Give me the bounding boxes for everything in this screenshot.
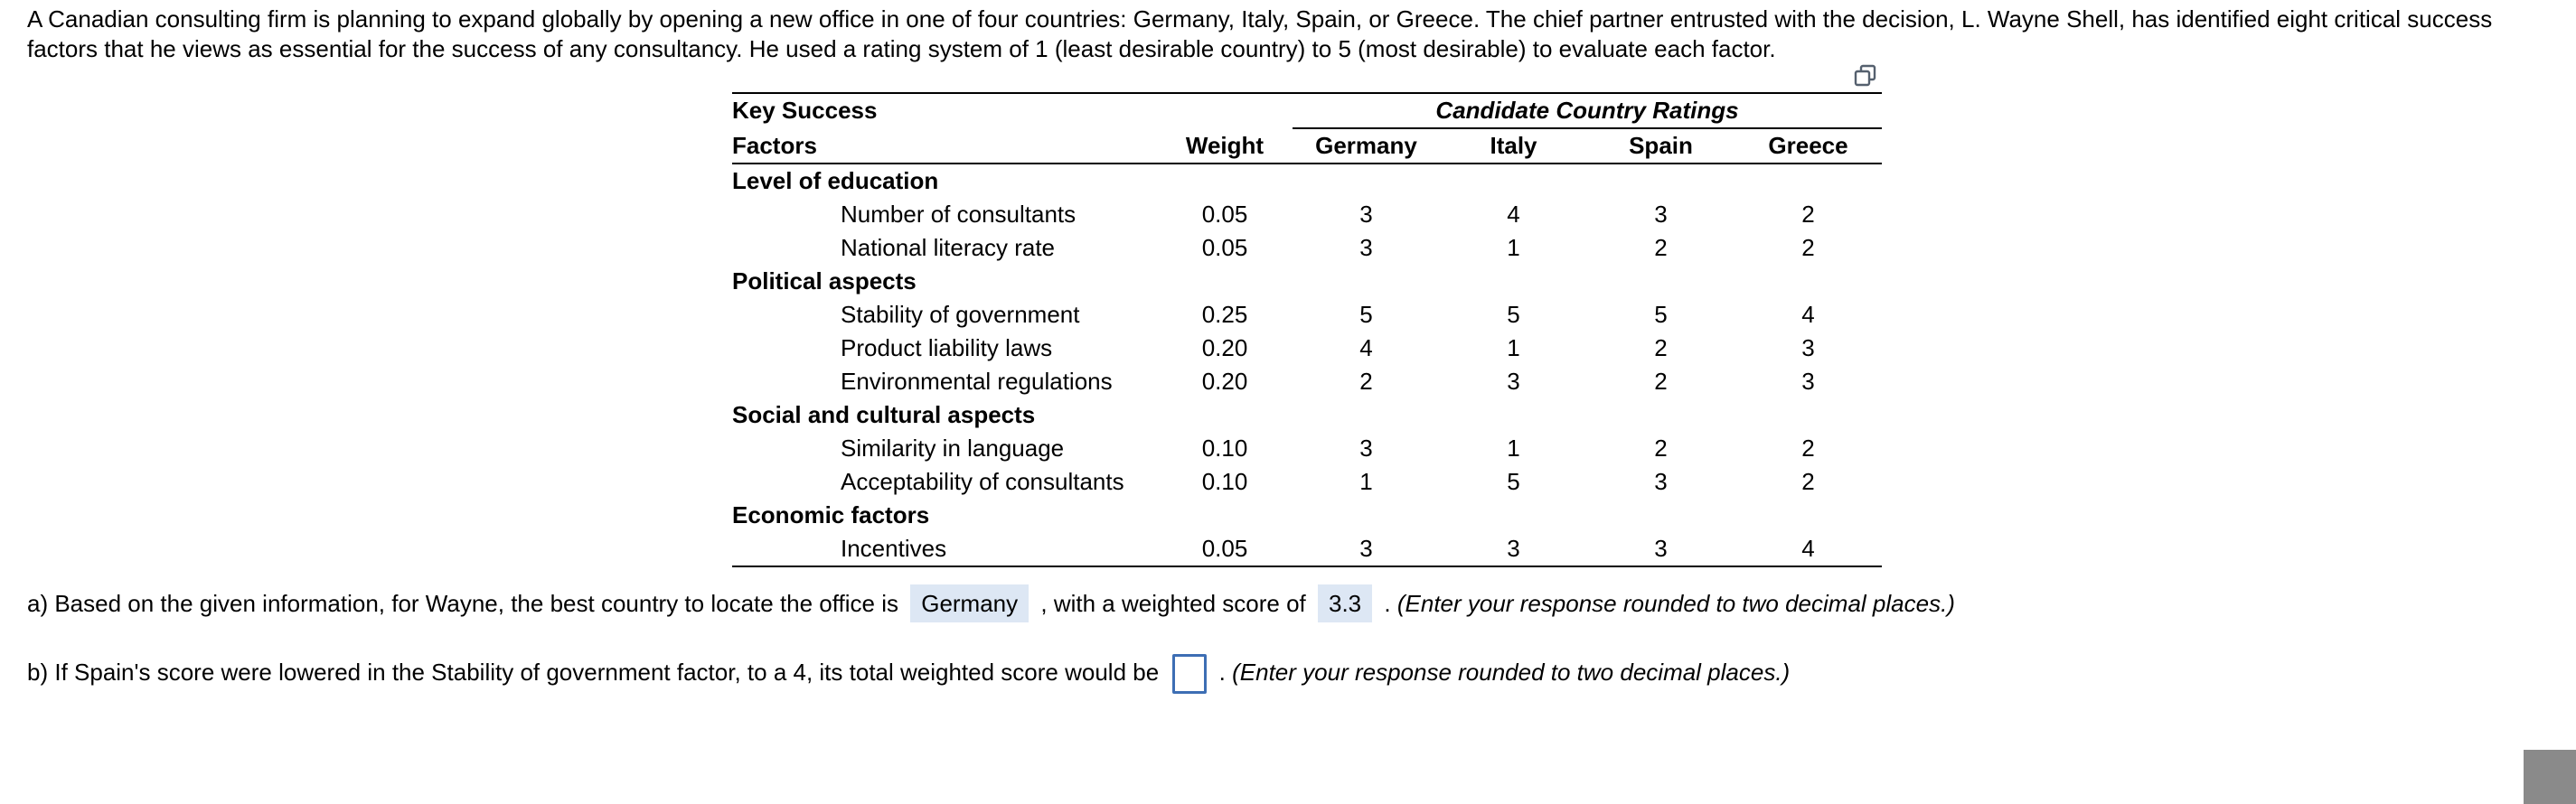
question-a-period: . bbox=[1384, 590, 1391, 617]
rating-germany: 3 bbox=[1359, 201, 1373, 228]
rating-spain: 2 bbox=[1654, 234, 1668, 261]
copy-icon[interactable] bbox=[1853, 63, 1878, 89]
ratings-table-area: Key Success Candidate Country Ratings Fa… bbox=[732, 63, 1882, 567]
factor-weight: 0.05 bbox=[1201, 234, 1248, 261]
answer-input-field[interactable] bbox=[1172, 654, 1208, 695]
rating-greece: 2 bbox=[1801, 234, 1815, 261]
rating-spain: 2 bbox=[1654, 368, 1668, 395]
category-row-political-aspects: Political aspects bbox=[732, 267, 917, 294]
factor-weight: 0.05 bbox=[1201, 201, 1248, 228]
question-b-note: (Enter your response rounded to two deci… bbox=[1232, 659, 1791, 686]
category-row-level-of-education: Level of education bbox=[732, 167, 939, 194]
category-row-economic-factors: Economic factors bbox=[732, 501, 930, 528]
rating-italy: 1 bbox=[1507, 234, 1520, 261]
factor-label: Acceptability of consultants bbox=[841, 468, 1124, 495]
rating-greece: 3 bbox=[1801, 334, 1815, 361]
header-country-spain: Spain bbox=[1587, 129, 1735, 164]
factor-label: Stability of government bbox=[841, 301, 1080, 328]
header-country-greece: Greece bbox=[1735, 129, 1882, 164]
factor-weight: 0.10 bbox=[1201, 468, 1248, 495]
header-key-success-line2: Factors bbox=[732, 129, 1157, 164]
rating-italy: 1 bbox=[1507, 334, 1520, 361]
answer-score-field[interactable]: 3.3 bbox=[1318, 584, 1373, 622]
rating-italy: 4 bbox=[1507, 201, 1520, 228]
rating-italy: 3 bbox=[1507, 535, 1520, 562]
question-b-period: . bbox=[1218, 659, 1226, 686]
rating-greece: 4 bbox=[1801, 301, 1815, 328]
answer-country-field[interactable]: Germany bbox=[910, 584, 1029, 622]
rating-italy: 5 bbox=[1507, 468, 1520, 495]
question-b: b) If Spain's score were lowered in the … bbox=[27, 654, 1791, 695]
header-country-germany: Germany bbox=[1293, 129, 1440, 164]
rating-germany: 3 bbox=[1359, 234, 1373, 261]
question-a-note: (Enter your response rounded to two deci… bbox=[1396, 590, 1955, 617]
question-b-prefix: b) If Spain's score were lowered in the … bbox=[27, 659, 1160, 686]
factor-weight: 0.25 bbox=[1201, 301, 1248, 328]
factor-label: Number of consultants bbox=[841, 201, 1076, 228]
factor-label: Similarity in language bbox=[841, 435, 1065, 462]
screen-corner-artifact bbox=[2524, 750, 2576, 804]
header-spacer bbox=[1157, 94, 1293, 127]
factor-weight: 0.20 bbox=[1201, 368, 1248, 395]
rating-spain: 3 bbox=[1654, 535, 1668, 562]
question-intro-text: A Canadian consulting firm is planning t… bbox=[27, 5, 2493, 62]
factor-label: Incentives bbox=[841, 535, 947, 562]
category-row-social-cultural-aspects: Social and cultural aspects bbox=[732, 401, 1036, 428]
question-a: a) Based on the given information, for W… bbox=[27, 584, 1955, 622]
rating-italy: 5 bbox=[1507, 301, 1520, 328]
rating-spain: 5 bbox=[1654, 301, 1668, 328]
rating-germany: 3 bbox=[1359, 535, 1373, 562]
question-a-prefix: a) Based on the given information, for W… bbox=[27, 590, 898, 617]
rating-greece: 4 bbox=[1801, 535, 1815, 562]
factor-label: Product liability laws bbox=[841, 334, 1053, 361]
header-weight: Weight bbox=[1157, 129, 1293, 164]
rating-greece: 3 bbox=[1801, 368, 1815, 395]
rating-germany: 3 bbox=[1359, 435, 1373, 462]
rating-spain: 2 bbox=[1654, 334, 1668, 361]
rating-germany: 5 bbox=[1359, 301, 1373, 328]
header-key-success-line1: Key Success bbox=[732, 97, 878, 124]
factor-weight: 0.20 bbox=[1201, 334, 1248, 361]
ratings-table: Key Success Candidate Country Ratings Fa… bbox=[732, 92, 1882, 567]
header-country-italy: Italy bbox=[1440, 129, 1587, 164]
factor-weight: 0.05 bbox=[1201, 535, 1248, 562]
rating-spain: 2 bbox=[1654, 435, 1668, 462]
rating-germany: 2 bbox=[1359, 368, 1373, 395]
header-candidate-country-ratings: Candidate Country Ratings bbox=[1293, 94, 1882, 129]
factor-label: National literacy rate bbox=[841, 234, 1055, 261]
factor-label: Environmental regulations bbox=[841, 368, 1113, 395]
rating-spain: 3 bbox=[1654, 201, 1668, 228]
rating-greece: 2 bbox=[1801, 435, 1815, 462]
question-a-mid: , with a weighted score of bbox=[1040, 590, 1306, 617]
factor-weight: 0.10 bbox=[1201, 435, 1248, 462]
table-toolbar bbox=[732, 63, 1882, 92]
rating-italy: 3 bbox=[1507, 368, 1520, 395]
rating-germany: 1 bbox=[1359, 468, 1373, 495]
rating-germany: 4 bbox=[1359, 334, 1373, 361]
rating-spain: 3 bbox=[1654, 468, 1668, 495]
rating-greece: 2 bbox=[1801, 468, 1815, 495]
rating-greece: 2 bbox=[1801, 201, 1815, 228]
rating-italy: 1 bbox=[1507, 435, 1520, 462]
